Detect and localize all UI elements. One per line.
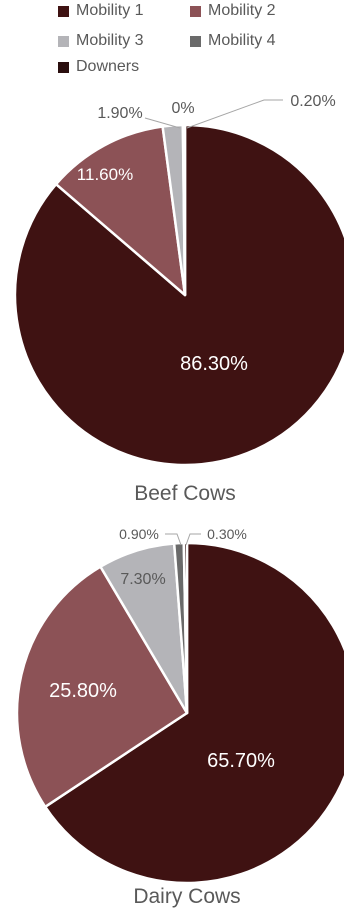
legend-swatch-downers: [58, 61, 69, 73]
legend-item-mobility-3: Mobility 3: [58, 30, 144, 52]
data-label-dairy-cows-mobility-4: 0.90%: [119, 526, 159, 542]
leader-line-beef-cows-downers: [186, 99, 283, 129]
pie-chart-beef-cows: 86.30% 11.60% 1.90% 0% 0.20% Beef Cows: [13, 93, 344, 505]
legend-swatch-mobility-2: [190, 5, 201, 17]
chart-title-dairy-cows: Dairy Cows: [133, 885, 240, 908]
data-label-dairy-cows-mobility-1: 65.70%: [207, 750, 275, 772]
data-label-beef-cows-mobility-4: 0%: [171, 100, 194, 117]
legend-swatch-mobility-4: [190, 35, 201, 47]
pie-dairy-cows-slice-mobility-1: [43, 541, 344, 885]
legend-label-mobility-1: Mobility 1: [76, 2, 144, 19]
chart-title-beef-cows: Beef Cows: [134, 482, 236, 505]
pie-beef-cows-slice-downers: [181, 123, 187, 297]
data-label-beef-cows-mobility-2: 11.60%: [77, 165, 133, 184]
pie-beef-cows-slice-mobility-2: [54, 125, 187, 297]
pie-dairy-cows-slice-mobility-2: [15, 565, 189, 809]
legend-item-mobility-2: Mobility 2: [190, 0, 276, 22]
legend-item-downers: Downers: [58, 56, 139, 78]
legend: Mobility 1 Mobility 2 Mobility 3 Mobilit…: [58, 0, 344, 92]
data-label-dairy-cows-mobility-3: 7.30%: [120, 571, 165, 588]
legend-swatch-mobility-1: [58, 5, 69, 17]
leader-line-dairy-cows-downers: [185, 533, 201, 546]
legend-swatch-mobility-3: [58, 35, 69, 47]
data-label-dairy-cows-downers: 0.30%: [207, 526, 247, 542]
pie-chart-dairy-cows: 65.70% 25.80% 7.30% 0.90% 0.30% Dairy Cows: [15, 526, 344, 908]
pie-beef-cows-slice-mobility-1: [13, 123, 344, 467]
data-label-beef-cows-mobility-3: 1.90%: [97, 105, 142, 122]
legend-label-mobility-4: Mobility 4: [208, 32, 276, 49]
data-label-beef-cows-downers: 0.20%: [290, 93, 335, 110]
legend-item-mobility-1: Mobility 1: [58, 0, 144, 22]
leader-line-beef-cows-mobility-3: [144, 117, 181, 129]
data-label-dairy-cows-mobility-2: 25.80%: [49, 680, 117, 702]
data-label-beef-cows-mobility-1: 86.30%: [180, 353, 248, 375]
legend-label-mobility-3: Mobility 3: [76, 32, 144, 49]
leader-line-dairy-cows-mobility-4: [165, 533, 182, 546]
legend-label-downers: Downers: [76, 58, 140, 75]
legend-item-mobility-4: Mobility 4: [190, 30, 276, 52]
legend-label-mobility-2: Mobility 2: [208, 2, 276, 19]
